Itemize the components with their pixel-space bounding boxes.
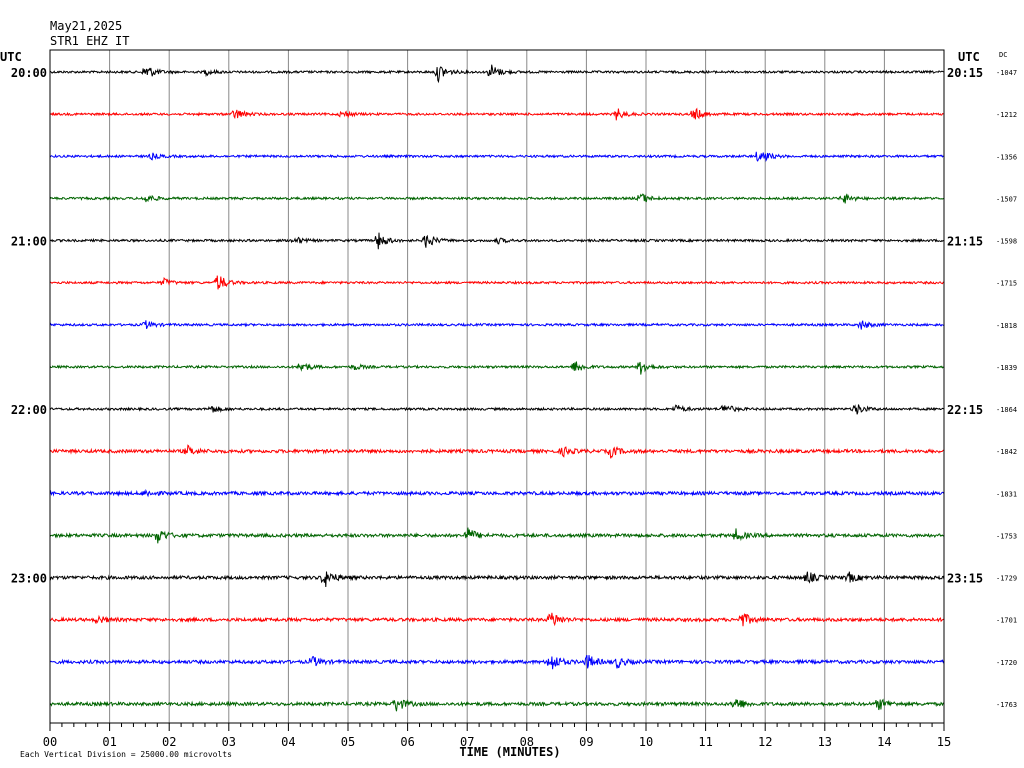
- dc-offset-value: -1701: [996, 617, 1017, 625]
- x-tick-label: 08: [520, 735, 534, 749]
- seismic-trace-2: [49, 107, 945, 121]
- dc-offset-value: -1715: [996, 280, 1017, 288]
- x-axis-label: TIME (MINUTES): [459, 745, 560, 759]
- seismic-trace-5: [49, 232, 944, 250]
- trace-layer: [49, 64, 945, 712]
- dc-offset-value: -1753: [996, 532, 1017, 540]
- x-tick-label: 09: [579, 735, 593, 749]
- label-layer: 00 01 02 03 04 05 06 07 08 09 10 11 12 13 14 15 20:00 20:…: [11, 66, 1017, 749]
- x-tick-label: 05: [341, 735, 355, 749]
- x-tick-label: 06: [400, 735, 414, 749]
- seismic-trace-3: [49, 151, 944, 162]
- seismic-trace-10: [49, 444, 944, 459]
- dc-offset-value: -1598: [996, 238, 1017, 246]
- x-tick-label: 04: [281, 735, 295, 749]
- row-time-right: 22:15: [947, 403, 983, 417]
- dc-offset-value: -1047: [996, 69, 1017, 77]
- row-time-left: 22:00: [11, 403, 47, 417]
- row-time-left: 20:00: [11, 66, 47, 80]
- dc-offset-value: -1212: [996, 111, 1017, 119]
- seismic-trace-9: [49, 404, 945, 415]
- dc-offset-value: -1507: [996, 195, 1017, 203]
- row-time-left: 23:00: [11, 572, 47, 586]
- row-time-left: 21:00: [11, 235, 47, 249]
- x-tick-label: 01: [102, 735, 116, 749]
- x-tick-label: 10: [639, 735, 653, 749]
- seismic-trace-1: [49, 64, 945, 84]
- seismic-trace-11: [49, 488, 945, 498]
- row-time-right: 20:15: [947, 66, 983, 80]
- dc-offset-value: -1763: [996, 701, 1017, 709]
- plot-frame: [49, 49, 945, 724]
- x-tick-label: 12: [758, 735, 772, 749]
- chart-date-title: May21,2025: [50, 19, 123, 33]
- dc-offset-value: -1729: [996, 575, 1017, 583]
- utc-right-label: UTC: [958, 50, 980, 64]
- x-tick-label: 02: [162, 735, 176, 749]
- dc-offset-value: -1818: [996, 322, 1017, 330]
- seismic-trace-12: [49, 527, 945, 544]
- dc-offset-value: -1356: [996, 153, 1017, 161]
- seismic-trace-4: [49, 193, 945, 204]
- station-label: STR1 EHZ IT: [50, 34, 130, 48]
- x-tick-label: 03: [222, 735, 236, 749]
- seismic-trace-6: [49, 275, 945, 290]
- row-time-right: 23:15: [947, 572, 983, 586]
- vertical-division-note: Each Vertical Division = 25000.00 microv…: [20, 750, 232, 759]
- seismic-trace-8: [49, 361, 945, 375]
- dc-offset-value: -1864: [996, 406, 1017, 414]
- x-tick-label: 00: [43, 735, 57, 749]
- x-tick-label: 07: [460, 735, 474, 749]
- seismic-trace-15: [49, 654, 945, 670]
- seismic-trace-13: [49, 571, 945, 588]
- x-tick-label: 11: [698, 735, 712, 749]
- row-time-right: 21:15: [947, 235, 983, 249]
- seismic-trace-14: [49, 612, 945, 627]
- seismic-trace-7: [49, 320, 945, 330]
- dc-offset-value: -1842: [996, 448, 1017, 456]
- x-tick-label: 14: [877, 735, 891, 749]
- dc-offset-value: -1831: [996, 490, 1017, 498]
- x-tick-label: 15: [937, 735, 951, 749]
- utc-left-label: UTC: [0, 50, 22, 64]
- seismic-trace-16: [50, 698, 944, 712]
- grid-layer: [49, 50, 945, 731]
- x-tick-label: 13: [818, 735, 832, 749]
- dc-label: DC: [999, 51, 1007, 59]
- dc-offset-value: -1720: [996, 659, 1017, 667]
- dc-offset-value: -1839: [996, 364, 1017, 372]
